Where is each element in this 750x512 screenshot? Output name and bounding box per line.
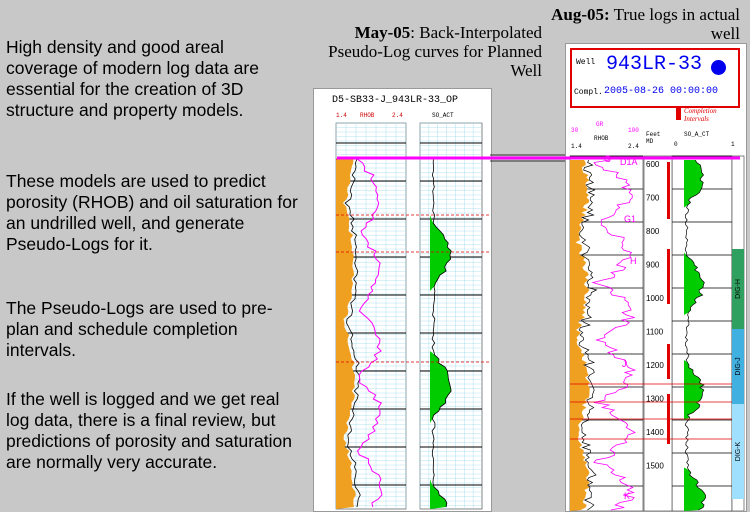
depth-label: 1300 xyxy=(646,395,664,404)
rhob-right-scale: 2.4 xyxy=(392,112,403,119)
right-caption-date: Aug-05: xyxy=(551,5,610,24)
zone-band xyxy=(732,249,744,329)
well-label: Well xyxy=(576,58,596,67)
pseudo-log-title: D5-SB33-J_943LR-33_OP xyxy=(332,95,459,106)
completion-interval xyxy=(667,249,670,304)
depth-label: 1100 xyxy=(646,328,664,337)
left-caption-text: : Back-Interpolated Pseudo-Log curves fo… xyxy=(328,23,542,80)
depth-label: 1000 xyxy=(646,294,664,303)
so-right-scale: 1 xyxy=(731,141,735,148)
depth-label: 600 xyxy=(646,160,660,169)
models-paragraph: These models are used to predict porosit… xyxy=(6,171,298,254)
depth-label: 1200 xyxy=(646,361,664,370)
rhob-left-scale: 1.4 xyxy=(336,112,347,119)
depth-label: 1500 xyxy=(646,462,664,471)
zone-band xyxy=(732,329,744,404)
zone-label: DIG-H xyxy=(735,279,742,299)
well-header-box xyxy=(570,48,740,108)
so-left-scale: 0 xyxy=(674,141,678,148)
marker-label: G xyxy=(604,154,611,164)
right-caption: Aug-05: True logs in actual well xyxy=(548,5,740,43)
completion-legend-swatch-icon xyxy=(676,108,681,120)
well-status-dot-icon xyxy=(711,60,726,75)
zone-label: DIG-K xyxy=(735,441,742,461)
completion-legend-label: Completion Intervals xyxy=(684,107,717,123)
depth-label: 700 xyxy=(646,194,660,203)
marker-label: G1 xyxy=(624,214,636,224)
completion-label: Compl. xyxy=(574,88,603,97)
so-track-label: SO_ACT xyxy=(432,112,454,119)
so-curve xyxy=(431,158,452,508)
well-name: 943LR-33 xyxy=(606,53,703,76)
so-fill-true xyxy=(684,160,706,511)
left-caption: May-05: Back-Interpolated Pseudo-Log cur… xyxy=(300,23,542,80)
so-curve-true xyxy=(684,159,706,511)
zone-label: DIG-J xyxy=(735,357,742,375)
rhob-track-label: RHOB xyxy=(360,112,375,119)
pseudo-logs-paragraph: The Pseudo-Logs are used to pre-plan and… xyxy=(6,298,273,360)
marker-label: K xyxy=(624,491,630,501)
gr-track-label: GR xyxy=(596,121,604,128)
rhob-curve-true xyxy=(578,159,598,511)
marker-label: H xyxy=(630,256,637,266)
completion-date: 2005-08-26 00:00:00 xyxy=(604,86,719,97)
left-caption-date: May-05 xyxy=(354,23,411,42)
gr-right-scale: 100 xyxy=(628,127,639,134)
intro-paragraph: High density and good areal coverage of … xyxy=(6,37,259,120)
pseudo-log-panel: D5-SB33-J_943LR-33_OP 1.4 RHOB 2.4 SO_AC… xyxy=(313,88,492,512)
log-track xyxy=(419,122,483,510)
rhob-fill-true xyxy=(570,160,590,511)
rhob-right-scale-true: 2.4 xyxy=(628,143,639,150)
final-review-paragraph: If the well is logged and we get real lo… xyxy=(6,389,292,472)
log-track xyxy=(671,155,733,511)
rhob-left-scale-true: 1.4 xyxy=(571,143,582,150)
pseudo-log-plot: GG1HJ xyxy=(335,122,491,510)
depth-label: 1400 xyxy=(646,428,664,437)
gr-left-scale: 30 xyxy=(571,127,579,134)
true-log-plot: DIG-H DIG-J DIG-K 600 700 800 900 1000 1100 1200 1… xyxy=(569,154,745,511)
zone-band xyxy=(732,404,744,499)
gr-curve xyxy=(356,158,383,508)
so-fill xyxy=(430,159,452,509)
gr-curve-true xyxy=(591,159,637,511)
rhob-fill xyxy=(336,159,356,509)
right-caption-text: True logs in actual well xyxy=(609,5,740,43)
rhob-label: RHOB xyxy=(594,135,609,142)
completion-interval xyxy=(667,344,670,379)
marker-label: J xyxy=(622,359,627,369)
completion-interval xyxy=(667,162,670,219)
depth-track-label: Feet MD xyxy=(646,131,661,145)
rhob-curve xyxy=(344,158,361,508)
true-log-panel: Well 943LR-33 Compl. 2005-08-26 00:00:00… xyxy=(565,43,747,512)
so-label-true: SO_A_CT xyxy=(684,131,710,138)
depth-label: 800 xyxy=(646,227,660,236)
depth-label: 900 xyxy=(646,261,660,270)
marker-label: D1A xyxy=(620,157,638,167)
